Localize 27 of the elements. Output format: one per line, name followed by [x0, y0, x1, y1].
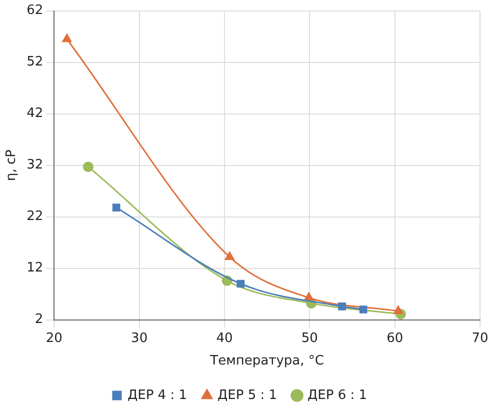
legend-label: ДЕР 4 : 1: [127, 388, 187, 403]
point: [112, 204, 120, 212]
legend-label: ДЕР 6 : 1: [308, 388, 368, 403]
y-axis-title: η, cP: [4, 149, 20, 182]
point: [338, 302, 346, 310]
y-tick-label: 52: [26, 54, 44, 70]
x-tick-label: 40: [216, 330, 233, 346]
x-tick-label: 50: [301, 330, 318, 346]
x-tick-label: 30: [131, 330, 148, 346]
y-tick-label: 12: [26, 260, 44, 276]
legend-label: ДЕР 5 : 1: [217, 388, 278, 403]
x-tick-label: 60: [386, 330, 404, 346]
x-tick-label: 70: [472, 330, 488, 346]
point: [359, 306, 368, 314]
point: [394, 306, 403, 314]
y-tick-label: 32: [26, 158, 44, 173]
y-tick-label: 2: [34, 312, 44, 328]
y-tick-label: 42: [26, 106, 44, 122]
y-tick-label: 22: [26, 209, 44, 224]
x-tick-label: 20: [46, 330, 62, 346]
point: [62, 34, 72, 42]
point: [236, 280, 245, 288]
point: [82, 162, 94, 172]
y-tick-label: 62: [26, 3, 44, 18]
point: [304, 292, 314, 301]
point: [224, 252, 234, 260]
x-axis-title: Температура, °C: [209, 354, 324, 369]
